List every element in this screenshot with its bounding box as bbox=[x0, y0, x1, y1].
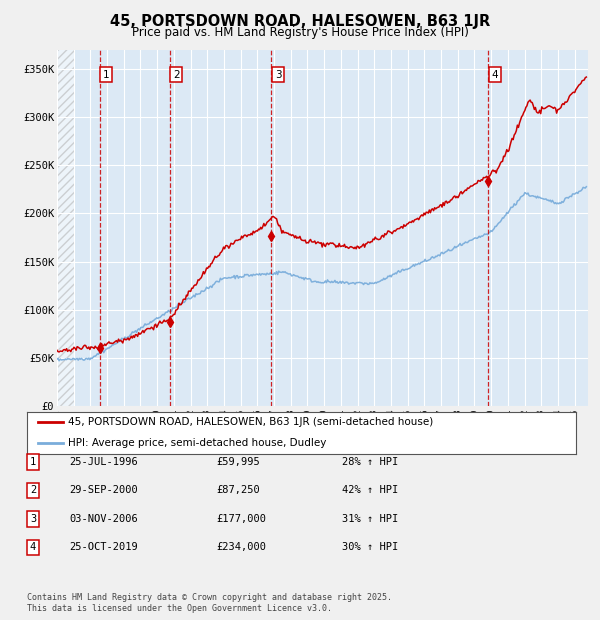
Text: 2: 2 bbox=[30, 485, 36, 495]
Text: 30% ↑ HPI: 30% ↑ HPI bbox=[342, 542, 398, 552]
Text: 1: 1 bbox=[103, 69, 110, 79]
Text: £234,000: £234,000 bbox=[216, 542, 266, 552]
Text: 31% ↑ HPI: 31% ↑ HPI bbox=[342, 514, 398, 524]
Text: 25-JUL-1996: 25-JUL-1996 bbox=[69, 457, 138, 467]
Text: 3: 3 bbox=[275, 69, 281, 79]
Text: 2: 2 bbox=[173, 69, 179, 79]
Text: 29-SEP-2000: 29-SEP-2000 bbox=[69, 485, 138, 495]
Text: HPI: Average price, semi-detached house, Dudley: HPI: Average price, semi-detached house,… bbox=[68, 438, 326, 448]
Text: Contains HM Land Registry data © Crown copyright and database right 2025.
This d: Contains HM Land Registry data © Crown c… bbox=[27, 593, 392, 613]
Text: 4: 4 bbox=[491, 69, 498, 79]
Text: 42% ↑ HPI: 42% ↑ HPI bbox=[342, 485, 398, 495]
Text: 03-NOV-2006: 03-NOV-2006 bbox=[69, 514, 138, 524]
Text: Price paid vs. HM Land Registry's House Price Index (HPI): Price paid vs. HM Land Registry's House … bbox=[131, 26, 469, 39]
Text: 28% ↑ HPI: 28% ↑ HPI bbox=[342, 457, 398, 467]
Text: 45, PORTSDOWN ROAD, HALESOWEN, B63 1JR (semi-detached house): 45, PORTSDOWN ROAD, HALESOWEN, B63 1JR (… bbox=[68, 417, 433, 427]
Text: 25-OCT-2019: 25-OCT-2019 bbox=[69, 542, 138, 552]
Text: 4: 4 bbox=[30, 542, 36, 552]
Text: 45, PORTSDOWN ROAD, HALESOWEN, B63 1JR: 45, PORTSDOWN ROAD, HALESOWEN, B63 1JR bbox=[110, 14, 490, 29]
Text: £177,000: £177,000 bbox=[216, 514, 266, 524]
Text: £87,250: £87,250 bbox=[216, 485, 260, 495]
Text: 1: 1 bbox=[30, 457, 36, 467]
Text: £59,995: £59,995 bbox=[216, 457, 260, 467]
Text: 3: 3 bbox=[30, 514, 36, 524]
